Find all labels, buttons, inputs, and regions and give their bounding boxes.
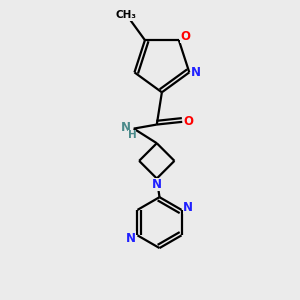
Text: O: O <box>180 30 190 43</box>
Text: O: O <box>183 115 193 128</box>
Text: N: N <box>191 66 201 79</box>
Text: H: H <box>128 130 136 140</box>
Text: N: N <box>121 122 131 134</box>
Text: N: N <box>126 232 136 244</box>
Text: CH₃: CH₃ <box>116 11 137 20</box>
Text: N: N <box>183 201 193 214</box>
Text: N: N <box>152 178 162 191</box>
